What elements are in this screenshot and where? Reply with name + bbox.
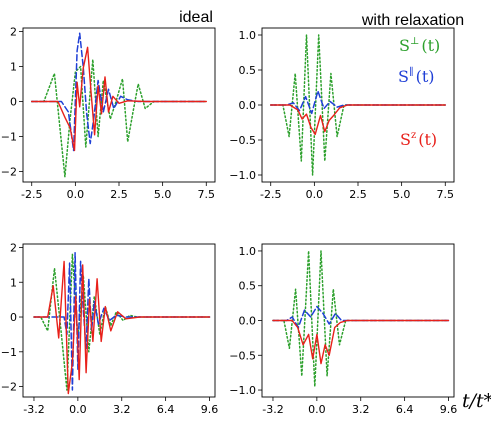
y-tick-label: 2 <box>10 26 17 39</box>
y-tick-label: 2 <box>10 241 17 254</box>
x-tick-label: 7.5 <box>198 188 216 201</box>
x-tick-label: 0.0 <box>69 403 87 416</box>
series-s-par <box>272 305 450 329</box>
x-tick-label: -2.5 <box>260 188 281 201</box>
x-tick-label: 6.4 <box>157 403 175 416</box>
plot-area <box>272 250 450 388</box>
series-s-z <box>270 104 446 136</box>
legend-s-z: Sz (t) <box>400 130 437 149</box>
y-tick-label: −0.5 <box>229 134 256 147</box>
y-tick-label: 0 <box>10 96 17 109</box>
series-s-perp <box>272 250 450 388</box>
legend-s-par-arg: (t) <box>416 67 435 86</box>
plot-area <box>269 34 447 176</box>
y-tick-label: −1 <box>1 131 17 144</box>
panel-3: -3.2 0.0 3.2 6.4 9.6 −2 −1 0 1 2 <box>1 241 218 416</box>
legend-s-perp: S⊥ (t) <box>399 36 440 55</box>
x-tick-label: 5.0 <box>154 188 172 201</box>
x-tick-label: 0.0 <box>67 188 85 201</box>
x-tick-label: 9.6 <box>440 403 458 416</box>
legend-s-perp-base: S <box>399 36 410 55</box>
y-tick-label: −1 <box>1 346 17 359</box>
series-s-perp <box>30 58 208 178</box>
series-s-z <box>272 319 450 365</box>
axes-frame <box>22 27 216 183</box>
series-s-par <box>33 251 211 391</box>
y-tick-label: −2 <box>1 166 17 179</box>
panel-1: -2.5 0.0 2.5 5.0 7.5 −2 −1 0 1 2 <box>1 26 216 201</box>
y-tick-label: 1 <box>10 276 17 289</box>
x-tick-label: -2.5 <box>21 188 42 201</box>
title-ideal: ideal <box>179 9 213 26</box>
y-tick-label: −1.0 <box>229 169 256 182</box>
axes-frame <box>22 243 216 398</box>
legend-s-par: S∥ (t) <box>398 66 435 86</box>
x-tick-label: 6.4 <box>396 403 414 416</box>
plot-area <box>30 32 208 178</box>
legend-s-par-base: S <box>398 67 409 86</box>
series-s-z <box>31 46 208 152</box>
y-tick-label: 0.0 <box>239 315 257 328</box>
x-tick-label: 3.2 <box>352 403 370 416</box>
legend-s-z-sup: z <box>411 130 416 141</box>
legend-s-z-base: S <box>400 130 411 149</box>
y-tick-label: 0.5 <box>239 64 257 77</box>
legend-s-perp-sup: ⊥ <box>410 36 419 47</box>
x-tick-label: 5.0 <box>393 188 411 201</box>
title-with-relaxation: with relaxation <box>361 12 464 29</box>
y-tick-label: −2 <box>1 381 17 394</box>
panel-2: -2.5 0.0 2.5 5.0 7.5 −1.0 −0.5 0.0 0.5 1.0 <box>229 27 455 201</box>
x-tick-label: -3.2 <box>23 403 44 416</box>
y-tick-label: 0.0 <box>239 99 257 112</box>
y-tick-label: 1.0 <box>239 245 257 258</box>
series-s-z <box>33 260 211 395</box>
y-tick-label: 0.5 <box>239 280 257 293</box>
y-tick-label: 1.0 <box>239 29 257 42</box>
plot-area <box>33 251 211 395</box>
series-s-par <box>269 90 447 115</box>
legend-s-perp-arg: (t) <box>421 36 440 55</box>
x-tick-label: -3.2 <box>262 403 283 416</box>
x-tick-label: 7.5 <box>437 188 455 201</box>
y-tick-label: 1 <box>10 61 17 74</box>
x-tick-label: 2.5 <box>349 188 367 201</box>
x-tick-label: 3.2 <box>113 403 131 416</box>
panel-4: -3.2 0.0 3.2 6.4 9.6 −1.0 −0.5 0.0 0.5 1.0 <box>229 243 458 416</box>
series-s-perp <box>269 34 447 176</box>
x-tick-label: 9.6 <box>201 403 219 416</box>
legend: S⊥ (t) S∥ (t) Sz (t) <box>398 36 440 149</box>
legend-s-z-arg: (t) <box>418 130 437 149</box>
legend-s-par-sup: ∥ <box>409 66 414 78</box>
x-tick-label: 2.5 <box>110 188 128 201</box>
y-tick-label: −1.0 <box>229 384 256 397</box>
x-tick-label: 0.0 <box>306 188 324 201</box>
y-tick-label: −0.5 <box>229 349 256 362</box>
x-tick-label: 0.0 <box>308 403 326 416</box>
y-tick-label: 0 <box>10 311 17 324</box>
x-axis-label: t/t* <box>462 390 491 412</box>
